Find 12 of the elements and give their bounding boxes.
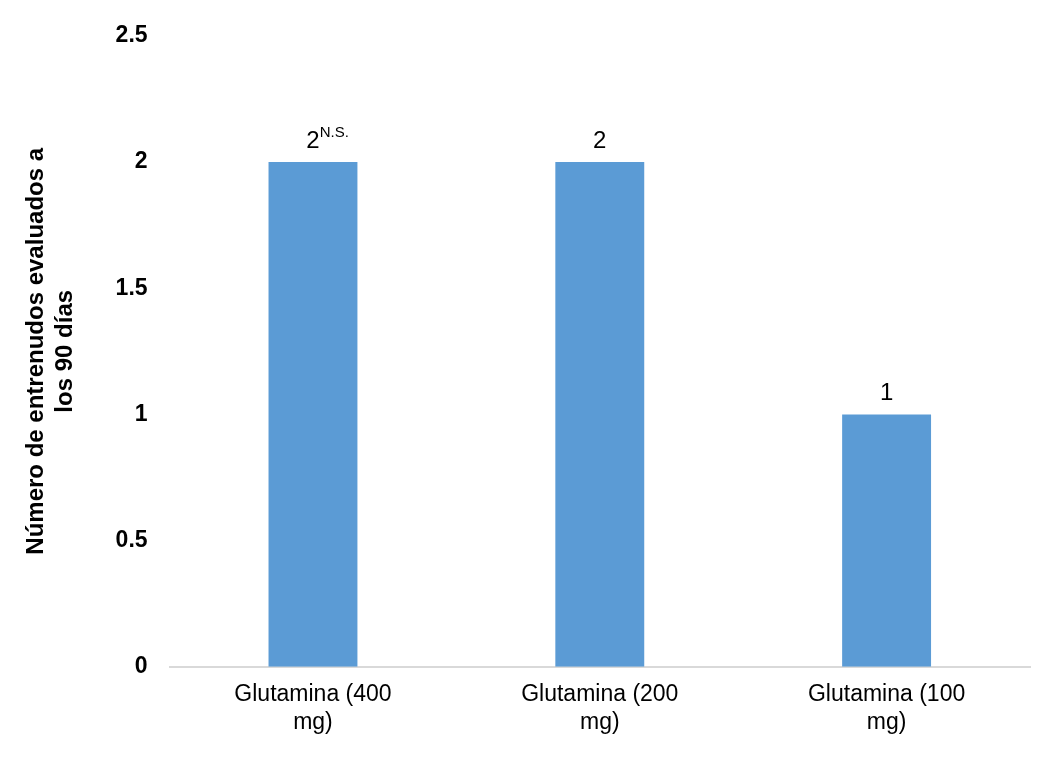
y-axis-title: Número de entrenudos evaluados a los 90 días [21, 147, 77, 555]
y-tick-label: 0 [134, 652, 148, 679]
x-tick-label: Glutamina (400 mg) [234, 679, 392, 734]
y-tick-label: 0.5 [115, 525, 148, 552]
y-tick-label: 1 [134, 399, 148, 426]
x-tick-label: Glutamina (200 mg) [521, 679, 679, 734]
y-tick-label: 2.5 [115, 21, 148, 48]
y-tick-label: 2 [134, 147, 148, 174]
x-tick-label: Glutamina (100 mg) [807, 679, 966, 734]
data-label: 1 [879, 378, 894, 406]
y-tick-label: 1.5 [115, 273, 148, 300]
data-label: 2 [593, 126, 607, 153]
